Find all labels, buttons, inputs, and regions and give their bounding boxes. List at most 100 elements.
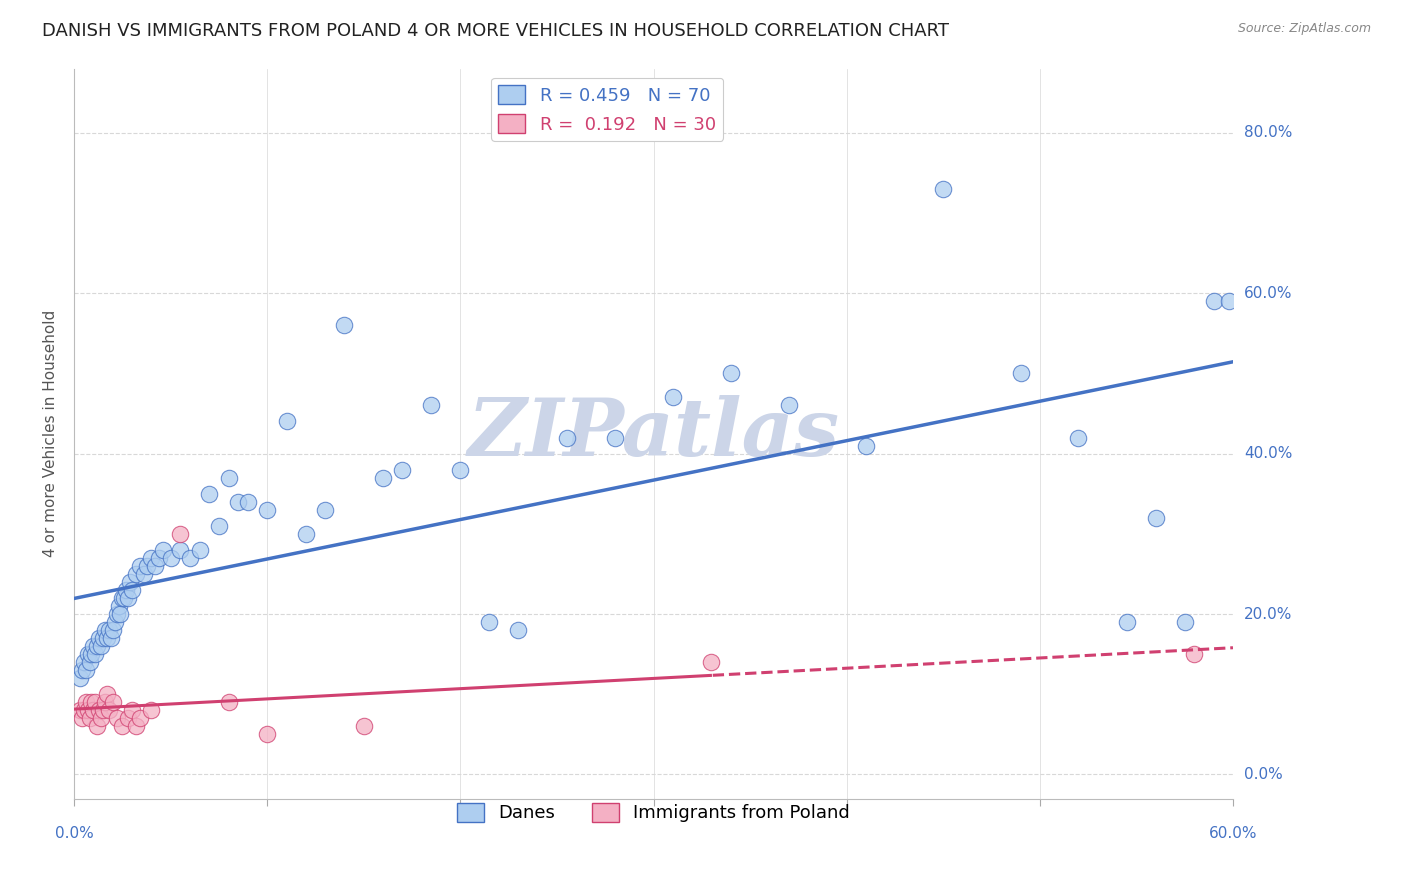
Point (1218, 294, 1240, 309)
Point (353, 719, 375, 733)
Point (152, 542, 174, 557)
Point (120, 574, 142, 589)
Point (778, 399, 800, 413)
Point (295, 526, 318, 541)
Point (101, 695, 124, 709)
Text: 40.0%: 40.0% (1244, 446, 1292, 461)
Point (555, 431, 578, 445)
Point (478, 615, 501, 629)
Text: 20.0%: 20.0% (1244, 607, 1292, 622)
Point (79, 655, 101, 669)
Point (508, 623, 530, 637)
Point (256, 502, 278, 516)
Point (218, 695, 240, 709)
Point (148, 550, 170, 565)
Point (662, 391, 685, 405)
Point (80, 695, 103, 709)
Point (1115, 615, 1137, 629)
Point (128, 711, 150, 725)
Point (79, 711, 101, 725)
Point (107, 599, 129, 613)
Point (121, 703, 143, 717)
Point (1202, 294, 1225, 309)
Point (89, 631, 111, 645)
Point (125, 719, 148, 733)
Point (208, 518, 231, 533)
Point (90, 711, 112, 725)
Point (75, 663, 97, 677)
Point (603, 431, 626, 445)
Text: 0.0%: 0.0% (1244, 767, 1282, 782)
Point (75, 695, 97, 709)
Text: Source: ZipAtlas.com: Source: ZipAtlas.com (1237, 22, 1371, 36)
Point (117, 591, 139, 605)
Point (89, 703, 111, 717)
Point (132, 566, 155, 581)
Point (226, 494, 249, 508)
Point (100, 631, 122, 645)
Point (105, 711, 128, 725)
Point (1182, 647, 1205, 661)
Text: 0.0%: 0.0% (55, 826, 93, 841)
Point (371, 470, 394, 484)
Point (420, 399, 443, 413)
Text: 60.0%: 60.0% (1209, 826, 1257, 841)
Point (141, 550, 163, 565)
Point (86, 639, 108, 653)
Point (96, 687, 118, 701)
Point (82, 703, 104, 717)
Point (855, 439, 877, 453)
Point (115, 582, 138, 597)
Point (111, 719, 134, 733)
Point (449, 462, 471, 476)
Point (720, 367, 742, 381)
Point (128, 558, 150, 573)
Point (111, 591, 134, 605)
Point (1174, 615, 1197, 629)
Point (91, 703, 114, 717)
Point (76, 647, 98, 661)
Point (141, 703, 163, 717)
Point (159, 550, 181, 565)
Point (314, 502, 336, 516)
Point (125, 566, 148, 581)
Point (96, 631, 118, 645)
Point (1010, 367, 1032, 381)
Point (73, 703, 96, 717)
Point (84, 695, 107, 709)
Point (179, 550, 201, 565)
Text: 80.0%: 80.0% (1244, 125, 1292, 140)
Point (73, 655, 96, 669)
Point (101, 623, 124, 637)
Point (121, 582, 143, 597)
Point (236, 494, 259, 508)
Point (256, 727, 278, 741)
Point (188, 542, 211, 557)
Point (94, 623, 117, 637)
Point (169, 542, 191, 557)
Point (700, 655, 723, 669)
Legend: Danes, Immigrants from Poland: Danes, Immigrants from Poland (450, 796, 858, 830)
Point (143, 558, 166, 573)
Point (112, 591, 135, 605)
Point (117, 711, 139, 725)
Point (104, 615, 127, 629)
Point (70, 711, 93, 725)
Point (932, 182, 955, 196)
Point (97, 703, 120, 717)
Point (90, 639, 112, 653)
Point (391, 462, 413, 476)
Text: ZIPatlas: ZIPatlas (467, 395, 839, 472)
Point (198, 486, 221, 500)
Point (218, 470, 240, 484)
Point (105, 607, 128, 621)
Point (276, 415, 298, 429)
Point (169, 526, 191, 541)
Point (110, 607, 132, 621)
Point (91, 631, 114, 645)
Point (1144, 510, 1167, 524)
Y-axis label: 4 or more Vehicles in Household: 4 or more Vehicles in Household (44, 310, 58, 558)
Point (136, 558, 159, 573)
Point (1067, 431, 1090, 445)
Point (84, 647, 107, 661)
